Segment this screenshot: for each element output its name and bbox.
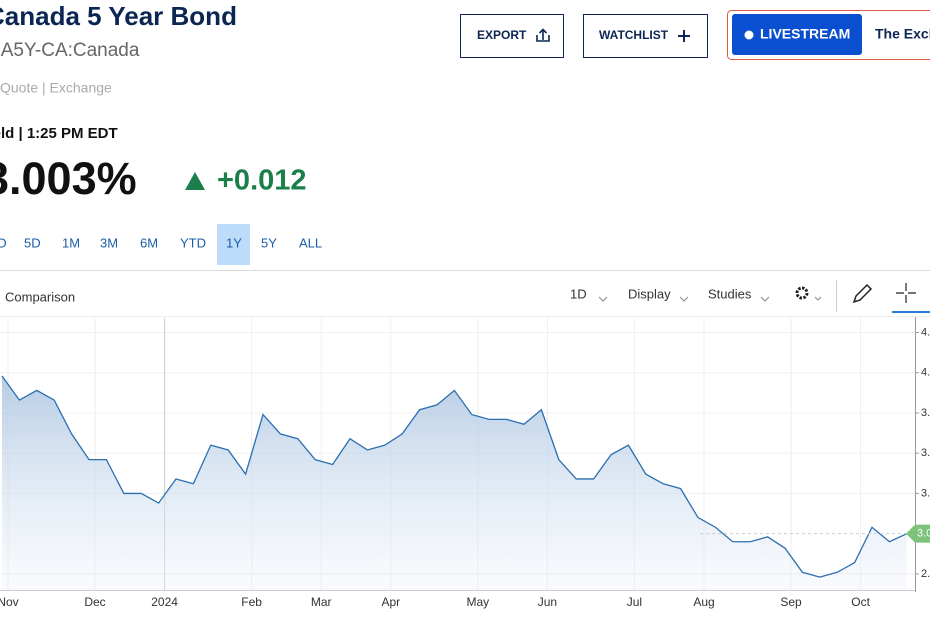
y-tick-label: 4.00 xyxy=(921,367,930,379)
y-tick-label: 4.25 xyxy=(921,326,930,338)
page-title: Canada 5 Year Bond xyxy=(0,1,237,31)
range-tab[interactable]: ALL xyxy=(299,235,322,250)
chevron xyxy=(598,296,608,302)
show-name[interactable]: The Exchange xyxy=(875,26,930,42)
x-tick-label: Apr xyxy=(381,595,400,609)
interval[interactable]: 1D xyxy=(570,286,587,301)
y-tick-label: 3.25 xyxy=(921,487,930,499)
watchlist-label[interactable]: WATCHLIST xyxy=(599,28,669,42)
y-tick-label: 2.75 xyxy=(921,568,930,580)
x-tick-label: Mar xyxy=(311,595,332,609)
export-button[interactable] xyxy=(460,14,564,58)
range-tab[interactable]: 1M xyxy=(62,235,80,250)
symbol: CA5Y-CA:Canada xyxy=(0,40,140,61)
x-tick-label: Oct xyxy=(851,595,870,609)
range-tab[interactable]: 6M xyxy=(140,235,158,250)
comparison[interactable]: Comparison xyxy=(5,289,75,304)
x-tick-label: Aug xyxy=(693,595,714,609)
livestream-button[interactable] xyxy=(732,14,862,55)
quote-label: Yield | 1:25 PM EDT xyxy=(0,125,118,142)
price: 3.003% xyxy=(0,153,137,204)
settings-icon[interactable] xyxy=(795,286,809,300)
studies[interactable]: Studies xyxy=(708,286,752,301)
export-label[interactable]: EXPORT xyxy=(477,28,527,42)
x-tick-label: Dec xyxy=(84,595,105,609)
plus-icon xyxy=(678,30,690,42)
livestream-label[interactable]: LIVESTREAM xyxy=(760,26,850,42)
y-tick-label: 3.75 xyxy=(921,407,930,419)
last-value-tag xyxy=(906,524,930,543)
range-tab[interactable]: YTD xyxy=(180,235,206,250)
x-tick-label: 2024 xyxy=(151,595,178,609)
up-arrow xyxy=(185,172,205,190)
x-tick-label: Sep xyxy=(780,595,802,609)
selected-tab-bg xyxy=(217,224,250,265)
chevron xyxy=(679,296,689,302)
range-tab[interactable]: 1D xyxy=(0,235,7,250)
change: +0.012 xyxy=(217,165,307,197)
x-tick-label: Jul xyxy=(627,595,642,609)
crosshair-icon[interactable] xyxy=(896,283,916,303)
area xyxy=(2,375,907,590)
line xyxy=(1,375,908,578)
x-tick-label: Feb xyxy=(241,595,262,609)
quote-source: Quote | Exchange xyxy=(0,80,112,96)
x-tick-label: Nov xyxy=(0,595,19,609)
chevron xyxy=(760,296,770,302)
range-tab[interactable]: 1Y xyxy=(226,235,242,250)
x-tick-label: May xyxy=(466,595,489,609)
live-dot xyxy=(744,30,754,40)
display[interactable]: Display xyxy=(628,286,671,301)
last-value-label: 3.003 xyxy=(917,528,930,540)
export-icon xyxy=(536,28,550,42)
range-tab[interactable]: 5D xyxy=(24,235,41,250)
range-tab[interactable]: 5Y xyxy=(261,235,277,250)
chevron xyxy=(814,296,822,301)
x-tick-label: Jun xyxy=(538,595,557,609)
draw-icon[interactable] xyxy=(852,283,873,304)
y-tick-label: 3.50 xyxy=(921,447,930,459)
range-tab[interactable]: 3M xyxy=(100,235,118,250)
